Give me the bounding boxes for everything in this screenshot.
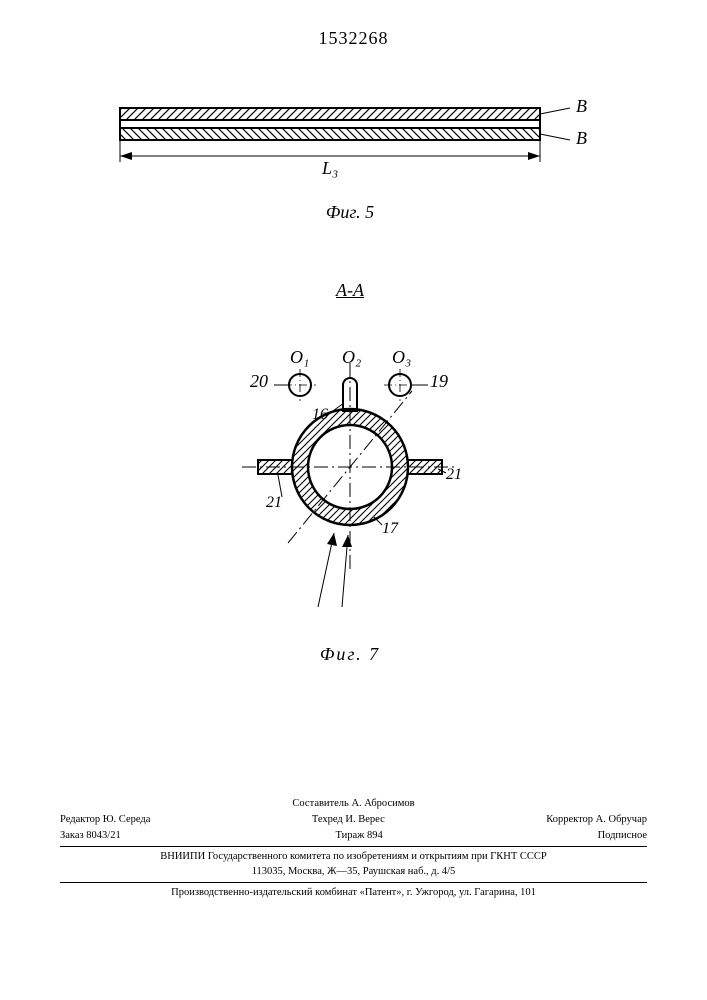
label-O3: O₃ xyxy=(392,347,411,367)
fig5-caption: Фиг. 5 xyxy=(100,202,600,223)
label-21-right: 21 xyxy=(446,466,462,483)
label-21-left: 21 xyxy=(266,494,282,511)
label-B-top: В xyxy=(576,96,587,116)
footer-corrector: Корректор А. Обручар xyxy=(546,813,647,827)
footer-order: Заказ 8043/21 xyxy=(60,829,121,843)
fig7-caption: Фиг. 7 xyxy=(170,644,530,665)
footer-editor: Редактор Ю. Середа xyxy=(60,813,150,827)
figure-5: В В L₃ Фиг. 5 xyxy=(100,90,600,223)
footer-line3: Производственно-издательский комбинат «П… xyxy=(60,886,647,900)
label-O2: O₂ xyxy=(342,347,361,367)
label-16: 16 xyxy=(312,406,328,423)
footer-divider-1 xyxy=(60,846,647,847)
figure-7: А-А O₁ O₂ xyxy=(170,280,530,665)
footer-tirage: Тираж 894 xyxy=(335,829,382,843)
label-O1: O₁ xyxy=(290,347,309,367)
section-label-AA: А-А xyxy=(170,280,530,301)
fig7-svg: O₁ O₂ O₃ 20 19 16 21 21 17 xyxy=(170,307,530,627)
footer-line2: 113035, Москва, Ж—35, Раушская наб., д. … xyxy=(60,865,647,879)
colophon-footer: Составитель А. Абросимов Редактор Ю. Сер… xyxy=(60,797,647,900)
fig5-svg: В В L₃ xyxy=(100,90,600,190)
footer-line1: ВНИИПИ Государственного комитета по изоб… xyxy=(60,850,647,864)
label-17: 17 xyxy=(382,520,399,537)
label-B-bottom: В xyxy=(576,128,587,148)
footer-divider-2 xyxy=(60,882,647,883)
label-L3: L₃ xyxy=(321,158,338,178)
footer-techred: Техред И. Верес xyxy=(312,813,385,827)
page-number: 1532268 xyxy=(0,28,707,49)
label-19: 19 xyxy=(430,371,448,391)
footer-compiler: Составитель А. Абросимов xyxy=(60,797,647,811)
label-20: 20 xyxy=(250,371,268,391)
footer-signed: Подписное xyxy=(598,829,647,843)
